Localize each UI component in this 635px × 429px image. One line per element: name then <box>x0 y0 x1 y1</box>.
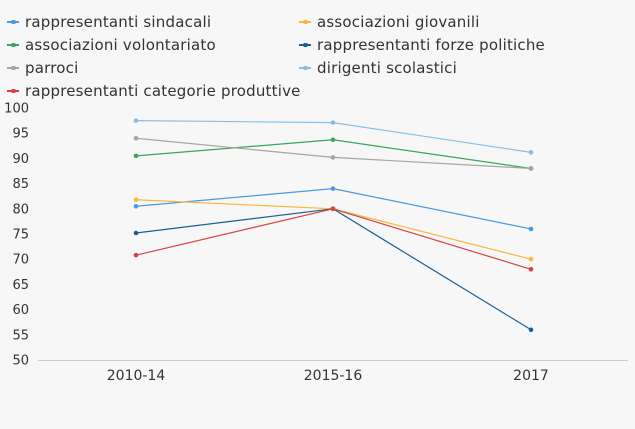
data-point-dirigenti-scolastici <box>330 120 336 125</box>
legend-item-associazioni-giovanili[interactable]: associazioni giovanili <box>298 11 480 33</box>
legend-item-associazioni-volontariato[interactable]: associazioni volontariato <box>6 34 216 56</box>
legend-label: dirigenti scolastici <box>317 59 457 77</box>
legend-label: rappresentanti sindacali <box>25 13 212 31</box>
legend-label: associazioni volontariato <box>25 36 216 54</box>
legend-label: parroci <box>25 59 79 77</box>
x-tick-label: 2010-14 <box>107 368 166 384</box>
legend-swatch-icon <box>6 16 20 28</box>
legend-swatch-icon <box>6 85 20 97</box>
legend-swatch-icon <box>298 16 312 28</box>
legend-label: rappresentanti forze politiche <box>317 36 545 54</box>
data-point-parroci <box>133 135 139 141</box>
data-point-rappresentanti-forze-politiche <box>528 327 534 333</box>
data-point-rappresentanti-categorie-produttive <box>330 206 336 212</box>
y-tick-label: 70 <box>12 253 29 268</box>
y-tick-label: 65 <box>12 278 29 293</box>
data-point-rappresentanti-sindacali <box>528 226 534 232</box>
data-point-parroci <box>330 155 336 160</box>
series-line-parroci <box>135 137 532 170</box>
series-line-rappresentanti-categorie-produttive <box>135 208 532 270</box>
legend-item-rappresentanti-categorie-produttive[interactable]: rappresentanti categorie produttive <box>6 80 301 102</box>
data-point-rappresentanti-categorie-produttive <box>528 266 534 272</box>
data-point-associazioni-giovanili <box>133 197 139 203</box>
legend-item-dirigenti-scolastici[interactable]: dirigenti scolastici <box>298 57 457 79</box>
legend-swatch-icon <box>6 39 20 51</box>
data-point-dirigenti-scolastici <box>528 150 534 155</box>
legend-item-rappresentanti-forze-politiche[interactable]: rappresentanti forze politiche <box>298 34 545 56</box>
data-point-rappresentanti-categorie-produttive <box>133 252 139 258</box>
y-tick-label: 75 <box>12 228 29 243</box>
y-tick-label: 60 <box>12 303 29 318</box>
legend-swatch-icon <box>6 62 20 74</box>
legend-label: rappresentanti categorie produttive <box>25 82 301 100</box>
legend: rappresentanti sindacali associazioni gi… <box>0 0 635 110</box>
plot-area <box>133 118 534 333</box>
data-point-rappresentanti-sindacali <box>330 186 336 191</box>
legend-item-parroci[interactable]: parroci <box>6 57 78 79</box>
legend-item-rappresentanti-sindacali[interactable]: rappresentanti sindacali <box>6 11 211 33</box>
series-line-rappresentanti-forze-politiche <box>135 208 532 331</box>
data-point-rappresentanti-forze-politiche <box>133 230 139 236</box>
y-tick-label: 50 <box>12 354 29 369</box>
y-tick-label: 85 <box>12 177 29 192</box>
y-tick-label: 90 <box>12 152 29 167</box>
x-tick-label: 2015-16 <box>304 368 363 384</box>
y-tick-label: 55 <box>12 328 29 343</box>
data-point-associazioni-volontariato <box>133 153 139 159</box>
y-tick-label: 80 <box>12 202 29 217</box>
series-line-dirigenti-scolastici <box>135 120 532 153</box>
legend-swatch-icon <box>298 39 312 51</box>
axes: 50 55 60 65 70 75 80 85 90 95 100 2010-14 2015-16 201… <box>4 102 628 384</box>
x-tick-label: 2017 <box>513 368 549 384</box>
legend-swatch-icon <box>298 62 312 74</box>
data-point-associazioni-giovanili <box>528 256 534 262</box>
data-point-associazioni-volontariato <box>330 137 336 143</box>
data-point-rappresentanti-sindacali <box>133 203 139 209</box>
y-tick-label: 100 <box>4 102 29 117</box>
data-point-dirigenti-scolastici <box>133 118 139 123</box>
y-tick-label: 95 <box>12 127 29 142</box>
data-point-parroci <box>528 166 534 171</box>
legend-label: associazioni giovanili <box>317 13 480 31</box>
